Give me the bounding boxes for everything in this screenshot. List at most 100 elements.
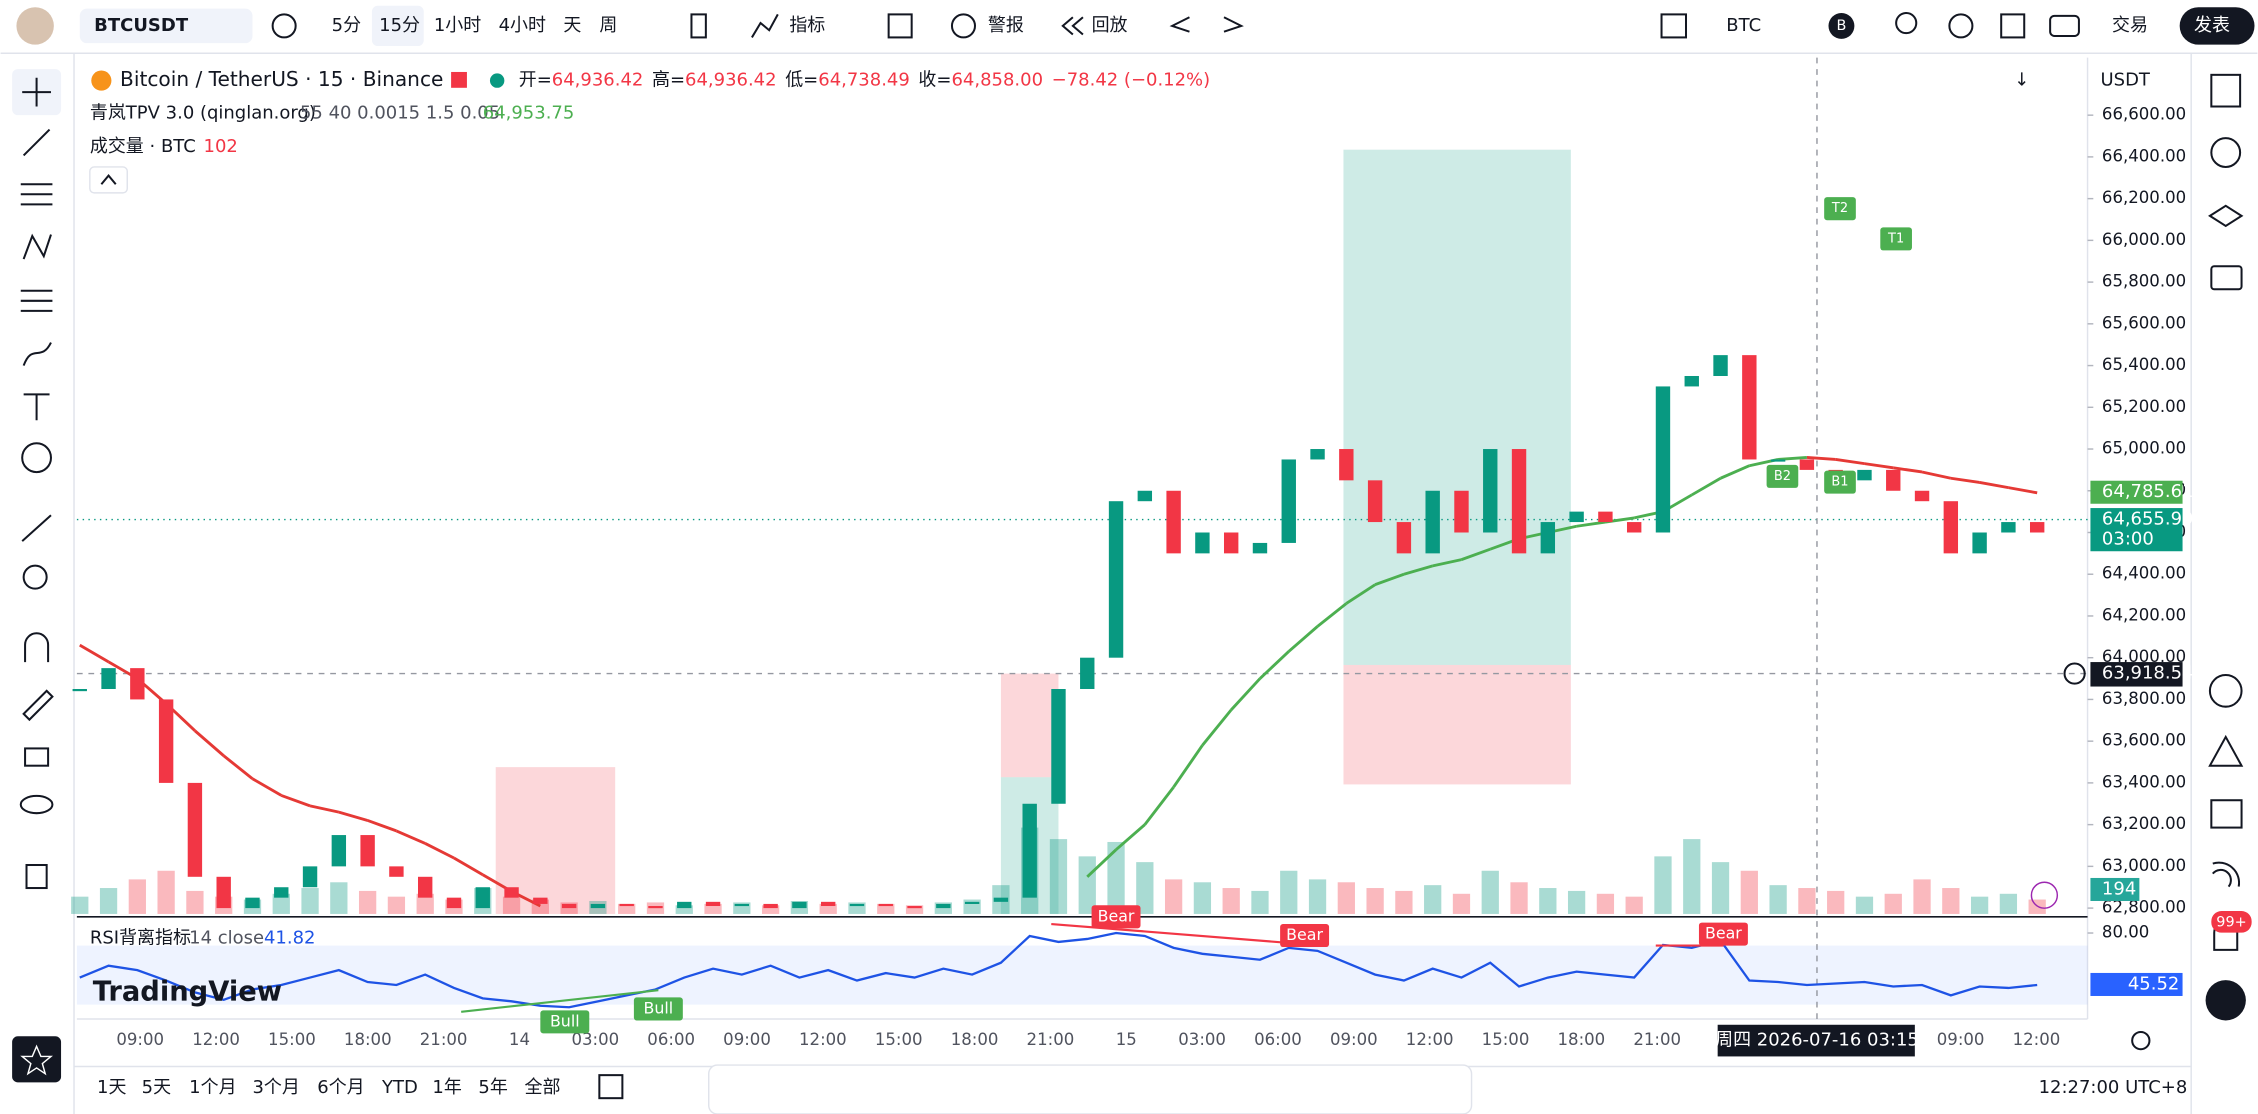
interval[interactable]: 4小时 xyxy=(499,15,546,36)
y-tick-label: 66,000.00 xyxy=(2102,230,2186,249)
range-button[interactable]: 5年 xyxy=(478,1077,507,1098)
indicators[interactable]: 指标 xyxy=(789,15,825,36)
interval[interactable]: 天 xyxy=(563,15,581,36)
flag[interactable] xyxy=(451,71,467,88)
annotation-bg xyxy=(1698,922,1748,946)
annotation-bg xyxy=(1766,464,1799,488)
candle xyxy=(1569,511,1584,523)
interval[interactable]: 1小时 xyxy=(434,15,481,36)
range-button[interactable]: 1天 xyxy=(97,1077,126,1098)
volume-bar xyxy=(1337,882,1355,914)
layout-button[interactable] xyxy=(1660,13,1688,39)
range-button[interactable]: YTD xyxy=(381,1077,418,1098)
interval[interactable]: 5分 xyxy=(332,15,361,36)
add-symbol[interactable] xyxy=(271,13,297,39)
range-button[interactable]: 全部 xyxy=(525,1077,561,1098)
symbol-box[interactable] xyxy=(79,8,253,44)
trendline-tool[interactable] xyxy=(22,128,51,157)
emoji-tool[interactable] xyxy=(21,442,52,474)
lock-tool[interactable] xyxy=(24,747,50,767)
currency[interactable]: BTC xyxy=(1726,15,1761,36)
y-tick-label: 65,200.00 xyxy=(2102,397,2186,416)
apps[interactable] xyxy=(2205,980,2246,1021)
pattern-tool[interactable] xyxy=(22,233,52,260)
indicators-icon[interactable] xyxy=(751,13,779,38)
brush-tool[interactable] xyxy=(22,342,52,366)
replay-icon[interactable] xyxy=(1061,16,1084,36)
goto-date[interactable] xyxy=(598,1074,624,1100)
y-tick-label: 64,000.00 xyxy=(2102,647,2186,666)
alert-icon[interactable] xyxy=(950,13,977,39)
watchlist[interactable] xyxy=(2210,73,2242,108)
volume-bar xyxy=(1136,862,1154,914)
volume-badge: 194 xyxy=(2102,878,2136,899)
zoom-tool[interactable] xyxy=(22,564,48,590)
volume-name: 成交量 · BTC xyxy=(90,136,196,157)
y-tick-label: 63,600.00 xyxy=(2102,731,2186,750)
candle xyxy=(1339,449,1354,481)
volume-bar xyxy=(157,870,175,914)
text-tool[interactable] xyxy=(23,393,50,421)
add-alert[interactable] xyxy=(2063,662,2086,685)
visibility-tool[interactable] xyxy=(19,794,54,815)
range-button[interactable]: 3个月 xyxy=(252,1077,299,1098)
forecast-tool[interactable] xyxy=(20,289,53,312)
volume-bar xyxy=(1827,890,1845,914)
alert[interactable]: 警报 xyxy=(988,15,1024,36)
avatar[interactable] xyxy=(16,7,54,45)
interval[interactable]: 15分 xyxy=(379,15,420,36)
publish[interactable]: 发表 xyxy=(2194,15,2230,36)
chats[interactable] xyxy=(2210,265,2243,291)
last-badge-bg xyxy=(2090,508,2183,552)
publish-button[interactable] xyxy=(2179,7,2255,45)
clock[interactable]: 12:27:00 UTC+8 xyxy=(2039,1077,2188,1098)
fullscreen[interactable] xyxy=(2000,13,2026,39)
fib-tool[interactable] xyxy=(20,183,53,206)
crosshair-tool[interactable] xyxy=(22,77,51,107)
measure-tool[interactable] xyxy=(21,514,52,542)
volume-bar xyxy=(1481,870,1499,914)
range-button[interactable]: 6个月 xyxy=(317,1077,364,1098)
candle xyxy=(1972,532,1987,554)
candle xyxy=(475,887,490,909)
volume-bar xyxy=(1798,888,1816,914)
volume-bar xyxy=(1855,896,1874,914)
scale-menu[interactable]: ↓ xyxy=(2014,70,2029,91)
y-tick-label: 63,000.00 xyxy=(2102,856,2186,875)
indicator-value: 64,953.75 xyxy=(483,103,575,124)
chart-type[interactable] xyxy=(690,13,707,39)
axis-settings[interactable] xyxy=(2131,1030,2151,1051)
undo[interactable] xyxy=(1169,16,1190,33)
data-window[interactable] xyxy=(2208,204,2244,228)
search-icon[interactable] xyxy=(1895,11,1918,35)
delete-tool[interactable] xyxy=(25,863,48,890)
streams[interactable] xyxy=(2211,861,2241,888)
lightning[interactable] xyxy=(2030,881,2059,909)
trade[interactable]: 交易 xyxy=(2112,15,2148,36)
dashboard[interactable] xyxy=(2208,674,2243,708)
volume-bar xyxy=(646,902,665,914)
redo[interactable] xyxy=(1223,16,1244,33)
lock-draw-tool[interactable] xyxy=(22,689,54,722)
candle xyxy=(1137,490,1153,502)
volume-bar xyxy=(963,899,981,914)
magnet-tool[interactable] xyxy=(24,632,50,663)
snapshot[interactable] xyxy=(2049,14,2080,37)
range-button[interactable]: 1年 xyxy=(432,1077,461,1098)
ma-segment xyxy=(1460,547,1491,561)
range-button[interactable]: 5天 xyxy=(142,1077,171,1098)
volume-value: 102 xyxy=(204,136,238,157)
alerts-panel[interactable] xyxy=(2210,137,2242,168)
layouts[interactable] xyxy=(887,13,913,39)
range-button[interactable]: 1个月 xyxy=(189,1077,236,1098)
replay[interactable]: 回放 xyxy=(1092,15,1128,36)
scale-currency[interactable]: USDT xyxy=(2101,70,2151,91)
collapse-legend[interactable] xyxy=(89,166,128,194)
symbol[interactable]: BTCUSDT xyxy=(94,15,189,36)
ideas[interactable] xyxy=(2208,734,2244,767)
calendar[interactable] xyxy=(2210,799,2243,829)
ma-segment xyxy=(1143,786,1175,826)
interval[interactable]: 周 xyxy=(599,15,617,36)
favorites[interactable] xyxy=(12,1036,62,1083)
settings-icon[interactable] xyxy=(1948,13,1974,39)
